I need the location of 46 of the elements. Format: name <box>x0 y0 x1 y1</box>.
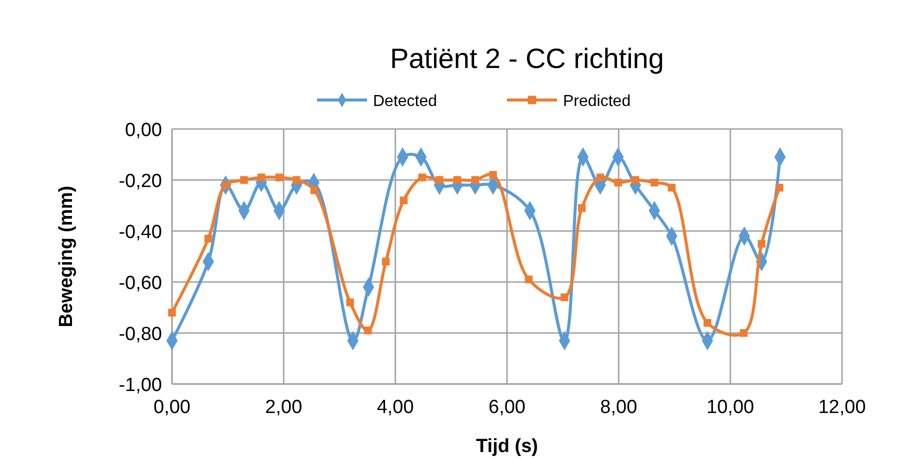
point <box>168 308 176 316</box>
y-tick-label: -0,80 <box>118 324 162 345</box>
point <box>758 240 766 248</box>
point <box>382 258 390 266</box>
point <box>614 178 622 186</box>
point <box>204 234 212 243</box>
legend-label: Predicted <box>563 93 631 110</box>
point <box>400 196 408 204</box>
y-tick-label: 0,00 <box>125 120 162 141</box>
point <box>364 326 372 334</box>
point <box>650 178 658 186</box>
point <box>346 298 354 306</box>
point <box>596 174 604 182</box>
y-axis-title: Beweging (mm) <box>56 186 77 328</box>
point <box>275 174 284 182</box>
legend-label: Detected <box>373 93 438 110</box>
point <box>240 176 248 184</box>
x-tick-label: 4,00 <box>376 397 414 418</box>
point <box>740 329 748 337</box>
point <box>257 174 266 182</box>
point <box>704 318 712 327</box>
point <box>578 204 586 212</box>
x-tick-label: 10,00 <box>706 397 754 418</box>
point <box>668 184 676 192</box>
point <box>310 186 318 194</box>
x-tick-label: 2,00 <box>265 397 302 418</box>
x-tick-label: 6,00 <box>488 397 526 418</box>
y-tick-label: -0,60 <box>118 273 162 294</box>
point <box>524 276 533 284</box>
point <box>436 176 444 184</box>
point <box>632 176 640 184</box>
x-axis-title: Tijd (s) <box>476 436 538 457</box>
point <box>292 176 300 184</box>
point <box>560 293 568 302</box>
point <box>471 176 480 184</box>
point <box>453 176 462 184</box>
chart-title: Patiënt 2 - CC richting <box>390 43 664 74</box>
point <box>489 171 497 179</box>
y-tick-label: -1,00 <box>118 375 162 396</box>
point <box>776 184 784 192</box>
point <box>418 174 426 182</box>
y-tick-label: -0,40 <box>118 222 162 243</box>
x-tick-label: 0,00 <box>154 397 190 418</box>
x-tick-label: 12,00 <box>818 397 866 418</box>
y-tick-label: -0,20 <box>118 171 162 192</box>
x-tick-label: 8,00 <box>600 397 638 418</box>
